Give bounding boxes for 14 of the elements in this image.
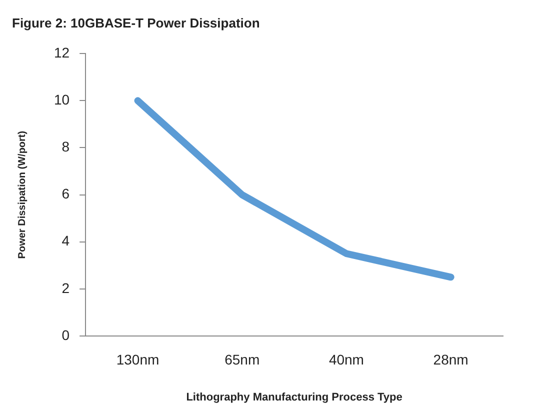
y-tick-label: 4 [62,232,70,249]
y-tick-label: 0 [62,326,70,343]
x-tick-label: 65nm [224,351,260,368]
y-tick-label: 12 [54,44,70,60]
x-tick-label: 40nm [328,351,364,368]
y-tick-label: 6 [62,186,70,202]
chart-title: Figure 2: 10GBASE-T Power Dissipation [12,15,260,30]
y-axis-title: Power Dissipation (W/port) [16,130,28,259]
x-tick-label: 130nm [116,351,160,368]
x-tick-label: 28nm [433,351,468,368]
y-tick-label: 8 [62,138,70,155]
y-tick-label: 10 [54,92,70,108]
x-axis-title: Lithography Manufacturing Process Type [186,391,402,404]
y-tick-label: 2 [62,280,70,296]
